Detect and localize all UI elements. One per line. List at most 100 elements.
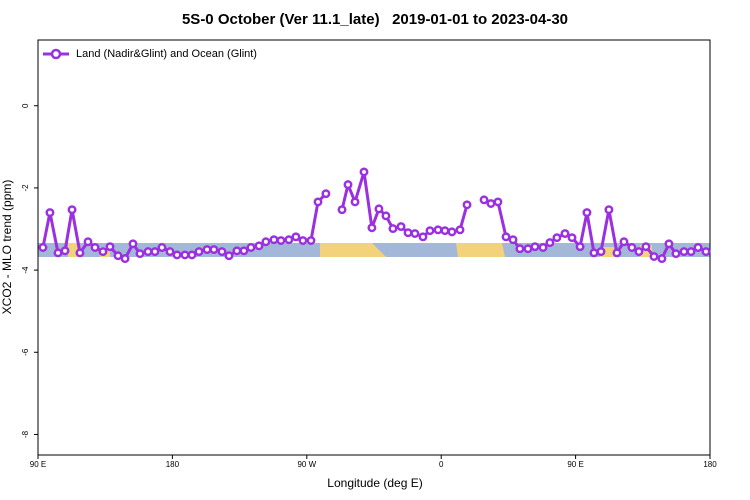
marker [381, 211, 391, 221]
land-band [68, 243, 78, 257]
marker [403, 228, 413, 238]
marker [53, 248, 63, 258]
marker [545, 238, 555, 248]
marker [433, 225, 443, 235]
marker [313, 197, 323, 207]
marker [493, 197, 503, 207]
marker [410, 229, 420, 238]
marker [671, 249, 681, 259]
x-tick-label: 180 [166, 460, 180, 469]
x-axis-label: Longitude (deg E) [327, 476, 422, 490]
y-axis-label: XCO2 - MLO trend (ppm) [0, 180, 14, 315]
y-tick-label: -6 [21, 348, 30, 356]
marker [202, 245, 212, 255]
x-tick-label: 180 [703, 460, 717, 469]
marker [589, 248, 599, 258]
marker [679, 247, 689, 257]
x-tick-label: 90 E [567, 460, 583, 469]
marker [462, 200, 472, 210]
marker [575, 242, 585, 252]
x-tick-label: 90 E [30, 460, 46, 469]
marker [232, 246, 242, 256]
marker [60, 246, 70, 256]
marker [374, 204, 384, 214]
marker [515, 244, 525, 254]
y-tick-label: 0 [21, 103, 30, 108]
marker [455, 225, 465, 235]
marker [246, 243, 256, 252]
marker [254, 241, 264, 251]
marker [479, 195, 489, 205]
marker [306, 236, 316, 245]
marker [343, 180, 353, 190]
marker [298, 236, 308, 245]
marker [447, 227, 457, 237]
marker [172, 250, 182, 260]
marker [657, 254, 667, 264]
y-tick-label: -8 [21, 430, 30, 438]
marker [209, 245, 219, 255]
marker [418, 232, 428, 242]
marker [284, 235, 294, 245]
marker [321, 189, 331, 199]
marker [269, 235, 279, 245]
chart-title: 5S-0 October (Ver 11.1_late) 2019-01-01 … [182, 11, 568, 28]
marker [194, 247, 204, 257]
marker [641, 242, 651, 252]
legend-marker [50, 48, 62, 60]
marker [180, 250, 190, 260]
marker [350, 197, 360, 207]
y-tick-label: -4 [21, 266, 30, 274]
marker [105, 242, 115, 252]
marker [649, 252, 659, 261]
marker [291, 232, 301, 242]
marker [157, 243, 167, 252]
marker [693, 243, 703, 252]
y-tick-label: -2 [21, 184, 30, 192]
marker [135, 249, 145, 259]
marker [486, 199, 496, 208]
land-band [600, 247, 614, 257]
marker [440, 226, 450, 236]
marker [98, 247, 108, 257]
marker [337, 205, 347, 215]
marker [552, 233, 562, 243]
marker [90, 243, 100, 252]
x-tick-label: 90 W [297, 460, 316, 469]
marker [128, 239, 138, 249]
marker [530, 242, 540, 252]
marker [75, 248, 85, 258]
legend: Land (Nadir&Glint) and Ocean (Glint) [43, 48, 257, 60]
marker [501, 232, 511, 242]
marker [150, 247, 160, 257]
marker [165, 247, 175, 257]
marker [143, 247, 153, 257]
marker [604, 205, 614, 215]
marker [596, 247, 606, 257]
marker [67, 205, 77, 215]
marker [261, 237, 271, 247]
marker [367, 223, 377, 233]
marker [686, 247, 696, 257]
land-band [456, 243, 505, 257]
marker [634, 247, 644, 257]
marker [425, 226, 435, 236]
marker [217, 247, 227, 257]
marker [359, 167, 369, 177]
marker [239, 246, 249, 256]
marker [224, 251, 234, 261]
marker [120, 254, 130, 264]
legend-label: Land (Nadir&Glint) and Ocean (Glint) [76, 48, 257, 60]
plot-frame [37, 39, 711, 456]
marker [664, 239, 674, 249]
marker [388, 224, 398, 234]
marker [627, 243, 637, 252]
marker [619, 237, 629, 247]
marker [612, 248, 622, 258]
marker [38, 243, 48, 252]
marker [582, 208, 592, 218]
marker [567, 233, 577, 243]
land-band [320, 243, 386, 257]
x-tick-label: 0 [439, 460, 444, 469]
